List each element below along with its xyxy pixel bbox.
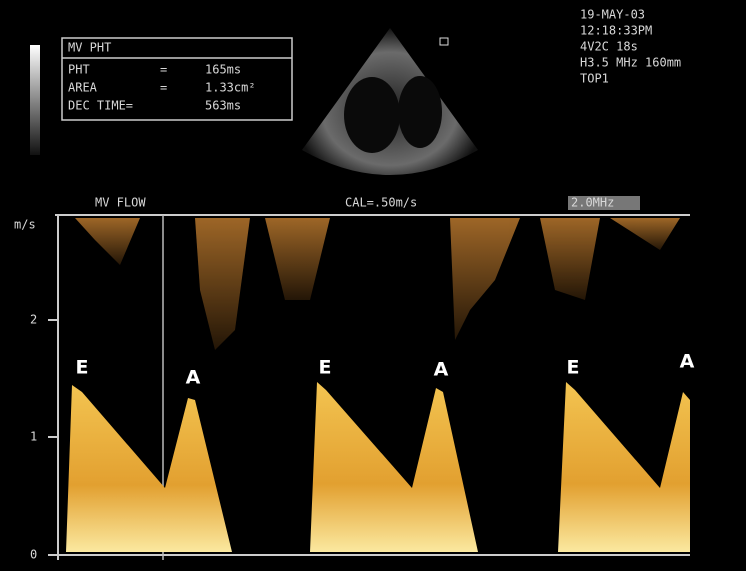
info-line: 12:18:33PM xyxy=(580,24,652,38)
frequency-highlight xyxy=(568,196,640,210)
wave-label: E xyxy=(567,357,580,379)
measurement-box: MV PHT xyxy=(61,37,293,121)
wave-label: A xyxy=(186,367,201,389)
marker xyxy=(439,37,449,46)
reverse-flow xyxy=(75,218,680,350)
frequency: 2.0MHz xyxy=(571,196,614,210)
tick-label: 2 xyxy=(30,313,37,327)
measurement-cell: 165ms xyxy=(205,63,241,77)
measurement-title: MV PHT xyxy=(68,41,111,55)
box-frame xyxy=(61,37,293,121)
chamber xyxy=(398,76,442,148)
measurement-cell: PHT xyxy=(68,63,90,77)
measurement-cell: DEC TIME= xyxy=(68,99,133,113)
info-line: 19-MAY-03 xyxy=(580,8,645,22)
chamber xyxy=(344,77,400,153)
wave-label: E xyxy=(319,357,332,379)
info-line: TOP1 xyxy=(580,72,609,86)
info-line: H3.5 MHz 160mm xyxy=(580,56,681,70)
wave-label: A xyxy=(680,351,695,373)
gray-scale-bar xyxy=(30,45,40,155)
doppler-title: MV FLOW xyxy=(95,196,146,210)
wave-label: A xyxy=(434,359,449,381)
measurement-cell: 1.33cm² xyxy=(205,81,256,95)
info-line: 4V2C 18s xyxy=(580,40,638,54)
measurement-cell: AREA xyxy=(68,81,98,95)
mitral-flow xyxy=(66,382,690,552)
measurement-cell: 563ms xyxy=(205,99,241,113)
measurement-cell: = xyxy=(160,81,167,95)
tick-label: 0 xyxy=(30,548,37,562)
unit-label: m/s xyxy=(14,218,36,232)
measurement-cell: = xyxy=(160,63,167,77)
calibration: CAL=.50m/s xyxy=(345,196,417,210)
tick-label: 1 xyxy=(30,430,37,444)
wave-label: E xyxy=(76,357,89,379)
